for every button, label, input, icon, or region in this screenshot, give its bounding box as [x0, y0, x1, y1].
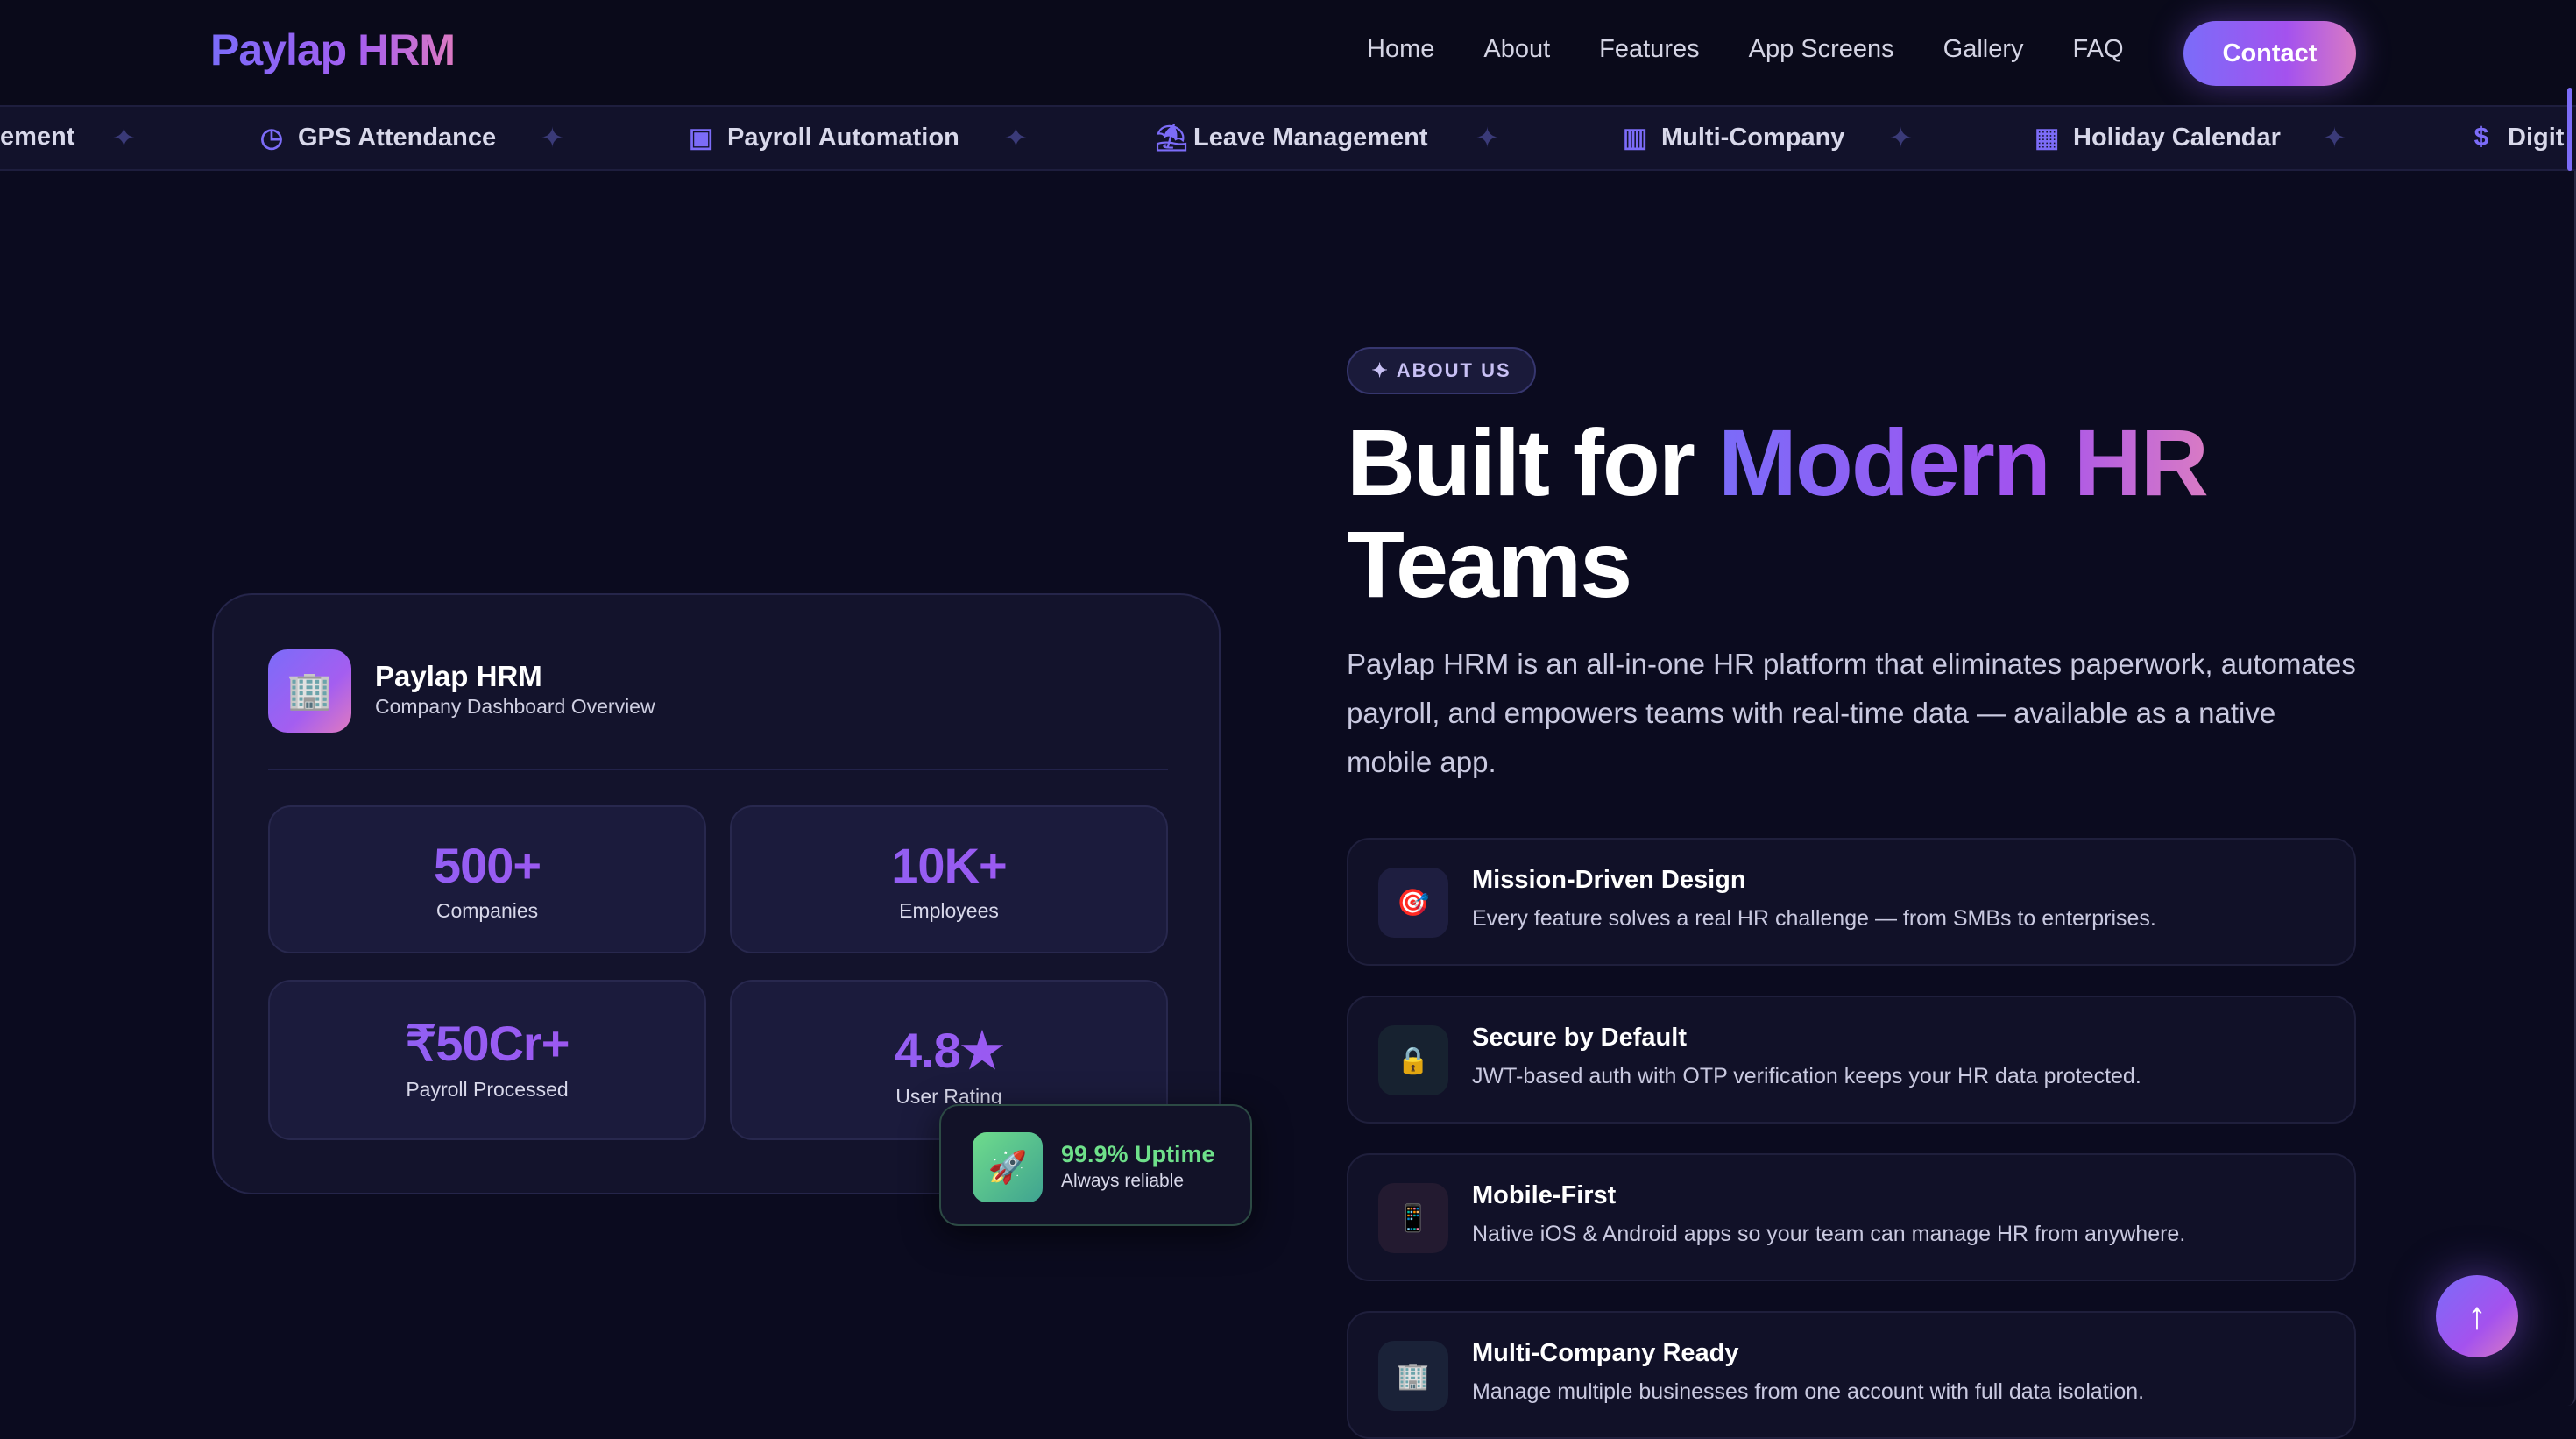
- page-title: Built for Modern HR Teams: [1347, 412, 2398, 615]
- feature-card: 📱 Mobile-First Native iOS & Android apps s…: [1347, 1153, 2356, 1281]
- ticker-item: ▥ Multi-Company: [1623, 123, 1844, 153]
- ticker-item: ⛱ Leave Management: [1155, 123, 1428, 153]
- target-icon: 🎯: [1378, 868, 1448, 938]
- ticker-label: GPS Attendance: [298, 124, 497, 152]
- stat-label: Payroll Processed: [406, 1078, 569, 1101]
- sparkle-icon: ✦: [112, 122, 136, 153]
- badge-label: ABOUT US: [1396, 359, 1511, 381]
- dashboard-title: Paylap HRM: [375, 660, 542, 692]
- navbar: Paylap HRM Home About Features App Scree…: [0, 0, 2576, 105]
- sparkle-icon: ✦: [1371, 359, 1390, 381]
- feature-card: 🎯 Mission-Driven Design Every feature solv…: [1347, 838, 2356, 966]
- feature-title: Secure by Default: [1472, 1024, 1687, 1052]
- uptime-badge: 🚀 99.9% Uptime Always reliable: [939, 1104, 1252, 1226]
- feature-desc: Native iOS & Android apps so your team c…: [1472, 1222, 2186, 1246]
- ticker-label: Multi-Company: [1661, 124, 1845, 152]
- sparkle-icon: ✦: [1476, 122, 1499, 153]
- heading-plain: Built for: [1347, 409, 1718, 515]
- scroll-to-top-button[interactable]: ↑: [2436, 1275, 2518, 1357]
- nav-links: Home About Features App Screens Gallery …: [1367, 35, 2124, 64]
- ticker-item: ◷ GPS Attendance: [259, 123, 496, 153]
- scrollbar[interactable]: [2567, 88, 2572, 171]
- about-paragraph: Paylap HRM is an all-in-one HR platform …: [1347, 648, 2356, 778]
- stat-value: 500+: [270, 837, 704, 894]
- feature-title: Multi-Company Ready: [1472, 1339, 1739, 1367]
- feature-ticker: ement ✦ ◷ GPS Attendance ✦ ▣ Payroll Autom…: [0, 105, 2576, 171]
- stat-employees: 10K+ Employees: [730, 805, 1168, 953]
- divider: [268, 769, 1168, 770]
- window-frame: [2567, 171, 2576, 1406]
- heading-end: Teams: [1347, 511, 1632, 617]
- feature-card: 🔒 Secure by Default JWT-based auth with OT…: [1347, 996, 2356, 1124]
- stat-payroll: ₹50Cr+ Payroll Processed: [268, 980, 706, 1140]
- feature-desc: JWT-based auth with OTP verification kee…: [1472, 1064, 2141, 1088]
- contact-button[interactable]: Contact: [2183, 21, 2356, 86]
- ticker-item: ▣ Payroll Automation: [689, 123, 959, 153]
- sparkle-icon: ✦: [1004, 122, 1028, 153]
- dashboard-card: 🏢 Paylap HRM Company Dashboard Overview …: [212, 593, 1221, 1194]
- sparkle-icon: ✦: [2323, 122, 2346, 153]
- arrow-up-icon: ↑: [2467, 1294, 2487, 1337]
- ticker-item: ▦ Holiday Calendar: [2035, 123, 2281, 153]
- nav-features[interactable]: Features: [1599, 35, 1700, 63]
- nav-about[interactable]: About: [1483, 35, 1551, 63]
- logo[interactable]: Paylap HRM: [210, 25, 456, 74]
- stat-label: Employees: [899, 899, 999, 922]
- uptime-title: 99.9% Uptime: [1061, 1141, 1215, 1167]
- stat-label: Companies: [435, 899, 539, 922]
- about-badge: ✦ ABOUT US: [1347, 347, 1536, 394]
- office-building-icon: 🏢: [268, 649, 351, 733]
- ticker-label: Leave Management: [1193, 124, 1428, 152]
- invoice-icon: $: [2473, 123, 2489, 152]
- nav-home[interactable]: Home: [1367, 35, 1435, 63]
- sparkle-icon: ✦: [1889, 122, 1913, 153]
- ticker-label: Digit: [2508, 123, 2565, 152]
- feature-title: Mission-Driven Design: [1472, 866, 1746, 894]
- nav-app-screens[interactable]: App Screens: [1748, 35, 1894, 63]
- ticker-label: ement: [0, 123, 75, 151]
- sparkle-icon: ✦: [541, 122, 564, 153]
- feature-card: 🏢 Multi-Company Ready Manage multiple busi…: [1347, 1311, 2356, 1439]
- rocket-icon: 🚀: [973, 1132, 1043, 1202]
- ticker-item: $ Digit: [2469, 123, 2565, 152]
- ticker-label: Holiday Calendar: [2073, 124, 2281, 152]
- stat-value: 4.8★: [732, 1022, 1166, 1080]
- uptime-subtitle: Always reliable: [1061, 1171, 1185, 1191]
- stat-value: 10K+: [732, 837, 1166, 894]
- feature-desc: Every feature solves a real HR challenge…: [1472, 906, 2156, 931]
- feature-desc: Manage multiple businesses from one acco…: [1472, 1379, 2145, 1404]
- nav-gallery[interactable]: Gallery: [1943, 35, 2024, 63]
- nav-faq[interactable]: FAQ: [2072, 35, 2124, 63]
- ticker-item: ement: [0, 123, 74, 152]
- clock-icon: ◷: [259, 124, 284, 152]
- stat-label: User Rating: [895, 1085, 1002, 1108]
- stat-value: ₹50Cr+: [270, 1015, 704, 1073]
- building-icon: ▥: [1623, 124, 1648, 152]
- beach-umbrella-icon: ⛱: [1155, 124, 1189, 152]
- mobile-phone-icon: 📱: [1378, 1183, 1448, 1253]
- calendar-icon: ▦: [2035, 124, 2060, 152]
- heading-accent: Modern HR: [1717, 409, 2209, 515]
- lock-icon: 🔒: [1378, 1025, 1448, 1095]
- office-building-icon: 🏢: [1378, 1341, 1448, 1411]
- money-icon: ▣: [689, 124, 714, 152]
- dashboard-subtitle: Company Dashboard Overview: [375, 695, 655, 718]
- feature-title: Mobile-First: [1472, 1181, 1617, 1209]
- ticker-label: Payroll Automation: [727, 124, 959, 152]
- stat-companies: 500+ Companies: [268, 805, 706, 953]
